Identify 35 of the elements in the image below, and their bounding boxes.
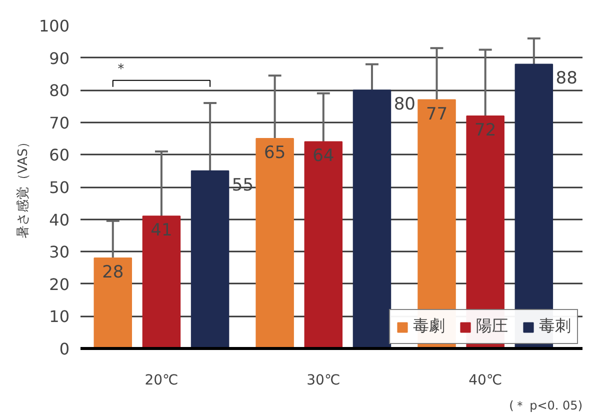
- legend-label: 陽圧: [476, 317, 508, 337]
- y-tick-label: 40: [49, 210, 70, 230]
- data-label: 72: [474, 120, 496, 140]
- y-tick-label: 90: [49, 48, 70, 68]
- data-label: 65: [264, 143, 286, 164]
- bar: [352, 90, 392, 348]
- bar: [304, 141, 343, 348]
- y-tick-label: 10: [49, 307, 70, 326]
- data-label: 77: [426, 104, 448, 124]
- x-tick-label: 30℃: [306, 372, 340, 388]
- bar: [514, 64, 554, 348]
- data-label: 64: [312, 146, 334, 166]
- y-tick-label: 60: [49, 146, 70, 165]
- y-tick-label: 70: [49, 113, 70, 132]
- legend-label: 毒劇: [413, 316, 445, 337]
- text: (＊ p<0. 05): [509, 398, 583, 412]
- data-label: 80: [394, 94, 416, 115]
- data-label: 88: [556, 68, 578, 89]
- y-tick-label: 100: [38, 16, 70, 36]
- annotation: ＊: [114, 61, 128, 78]
- bar: [94, 258, 132, 348]
- x-tick-label: 20℃: [144, 372, 178, 388]
- y-tick-label: 0: [59, 340, 70, 358]
- x-tick-label: 40℃: [468, 372, 502, 388]
- legend-label: 毒刺: [539, 316, 571, 337]
- y-tick-label: 30: [49, 242, 70, 262]
- y-tick-label: 80: [49, 81, 70, 100]
- data-label: 41: [150, 220, 172, 241]
- y-axis-title: 暑さ感覚（VAS）: [16, 135, 31, 239]
- data-label: 28: [102, 262, 124, 283]
- y-tick-label: 20: [49, 274, 70, 294]
- bar: [142, 216, 181, 348]
- y-tick-label: 50: [49, 178, 70, 197]
- bar: [256, 138, 294, 348]
- bar: [190, 170, 230, 348]
